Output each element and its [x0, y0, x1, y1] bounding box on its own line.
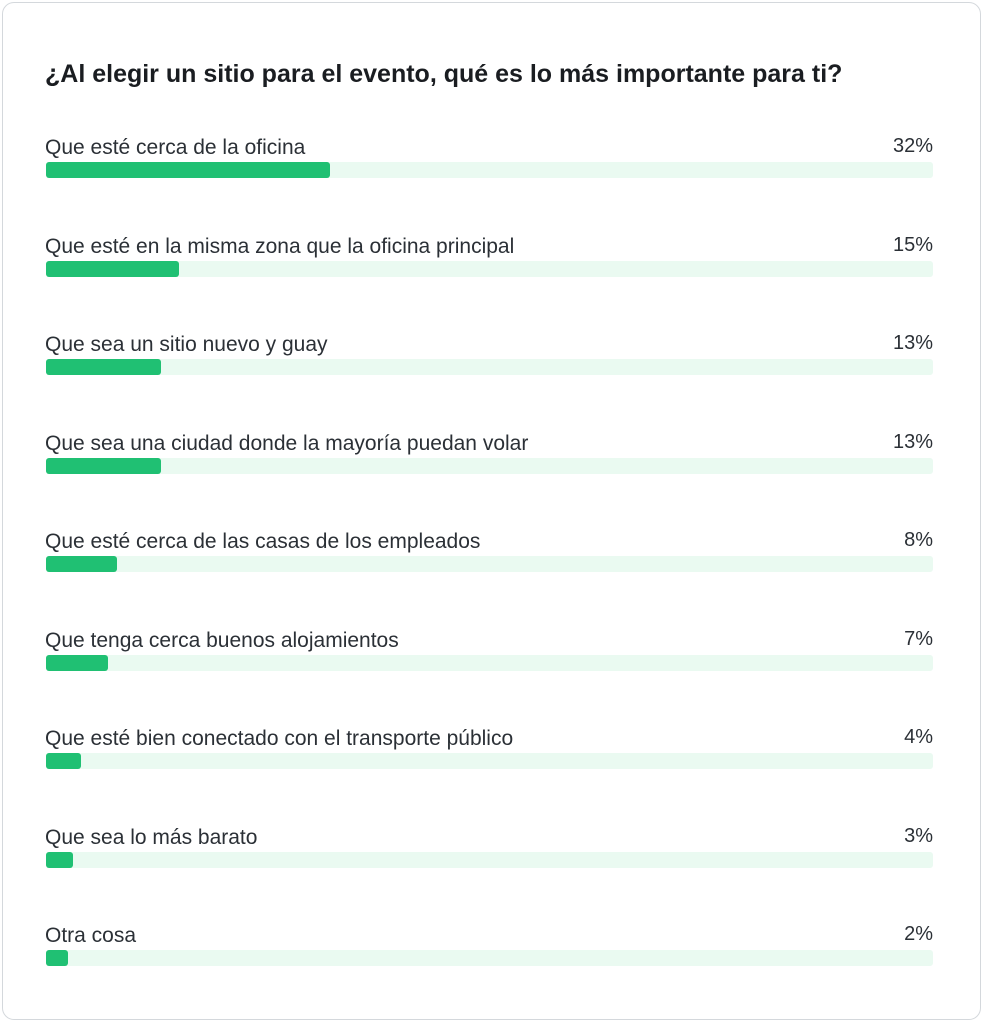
poll-option-percentage: 2%: [904, 923, 933, 945]
bar-track: [46, 162, 933, 178]
poll-option-label: Que esté bien conectado con el transport…: [45, 727, 514, 750]
bar-track: [46, 950, 933, 966]
poll-option-row: Que sea un sitio nuevo y guay 13%: [3, 332, 985, 392]
poll-option-row: Que tenga cerca buenos alojamientos 7%: [3, 628, 985, 688]
bar-fill: [46, 950, 68, 966]
poll-option-row: Que sea lo más barato 3%: [3, 825, 985, 885]
bar-fill: [46, 457, 162, 474]
bar-fill: [46, 260, 180, 277]
poll-option-percentage: 15%: [892, 233, 933, 256]
poll-option-percentage: 4%: [904, 726, 933, 748]
bar-track: [46, 260, 933, 277]
bar-fill: [46, 162, 330, 178]
poll-option-label: Que esté cerca de las casas de los emple…: [45, 530, 481, 553]
bar-track: [46, 359, 933, 375]
bar-fill: [46, 556, 117, 572]
poll-option-label: Que tenga cerca buenos alojamientos: [45, 628, 399, 652]
poll-option-label: Que esté en la misma zona que la oficina…: [45, 234, 515, 258]
poll-option-label: Que sea una ciudad donde la mayoría pued…: [45, 431, 529, 455]
poll-option-label: Que sea lo más barato: [45, 825, 258, 849]
poll-option-row: Que esté en la misma zona que la oficina…: [3, 234, 985, 294]
bar-track: [46, 851, 933, 868]
poll-option-row: Otra cosa 2%: [3, 923, 985, 983]
poll-option-percentage: 7%: [904, 627, 933, 650]
poll-option-row: Que sea una ciudad donde la mayoría pued…: [3, 431, 985, 491]
chart-title: ¿Al elegir un sitio para el evento, qué …: [45, 60, 843, 88]
poll-option-percentage: 8%: [904, 529, 933, 551]
bar-track: [46, 753, 933, 769]
bar-track: [46, 556, 933, 572]
bar-fill: [46, 359, 162, 375]
poll-option-percentage: 32%: [892, 135, 933, 157]
bar-track: [46, 654, 933, 671]
poll-option-row: Que esté cerca de la oficina 32%: [3, 135, 985, 195]
poll-option-label: Otra cosa: [45, 924, 137, 947]
poll-option-row: Que esté bien conectado con el transport…: [3, 726, 985, 786]
bar-fill: [46, 851, 73, 868]
poll-option-row: Que esté cerca de las casas de los emple…: [3, 529, 985, 589]
poll-option-percentage: 13%: [892, 430, 933, 453]
bar-track: [46, 457, 933, 474]
bar-fill: [46, 654, 109, 671]
poll-option-label: Que esté cerca de la oficina: [45, 136, 306, 159]
poll-option-percentage: 13%: [892, 332, 933, 354]
poll-option-percentage: 3%: [904, 824, 933, 847]
bar-fill: [46, 753, 82, 769]
poll-option-label: Que sea un sitio nuevo y guay: [45, 333, 328, 356]
